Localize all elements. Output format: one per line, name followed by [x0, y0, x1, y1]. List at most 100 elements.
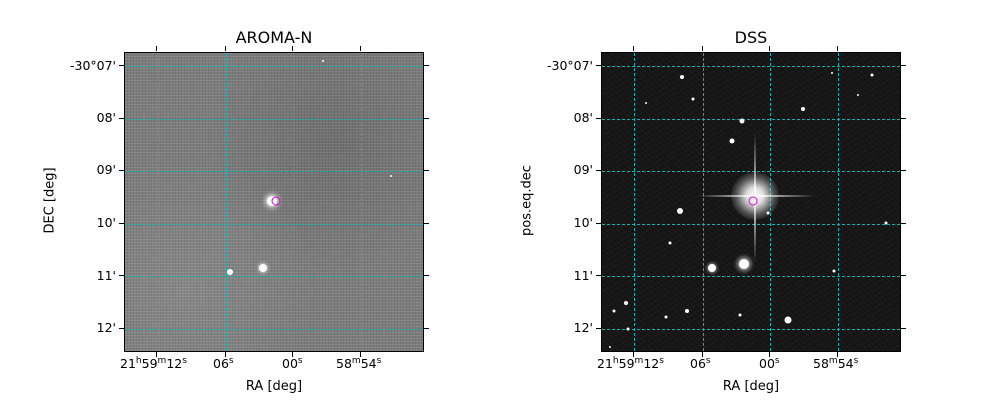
grid-line-v — [226, 53, 227, 351]
panel-title-aroma-n: AROMA-N — [235, 28, 313, 47]
tick — [769, 352, 770, 357]
grid-line-h — [125, 224, 423, 225]
star — [624, 301, 628, 305]
tick — [119, 118, 124, 119]
tick — [119, 275, 124, 276]
y-tick-label: 08' — [573, 110, 593, 125]
grid-line-h — [602, 276, 900, 277]
tick — [837, 352, 838, 357]
aroma-n-panel: AROMA-N -30°07' 08' 09' 10' 11' 12' — [0, 0, 480, 400]
tick — [119, 328, 124, 329]
grid-line-v — [361, 53, 362, 351]
y-tick-label: 12' — [96, 320, 116, 335]
y-tick-label: -30°07' — [546, 58, 593, 73]
star — [677, 208, 683, 214]
star — [708, 264, 716, 272]
y-tick-label: 12' — [573, 320, 593, 335]
grid-line-v — [634, 53, 635, 351]
tick — [424, 65, 429, 66]
tick — [837, 46, 838, 51]
star — [390, 175, 392, 177]
star — [832, 269, 836, 273]
star — [612, 309, 616, 313]
tick — [702, 46, 703, 51]
x-tick-label: 06s — [213, 356, 234, 372]
y-tick-label: 09' — [96, 162, 116, 177]
y-axis-label: pos.eq.dec — [519, 165, 535, 236]
star — [801, 107, 805, 111]
x-tick-label: 21h59m12s — [120, 356, 187, 372]
tick — [901, 170, 906, 171]
x-axis-label: RA [deg] — [722, 379, 780, 394]
y-axis-label: DEC [deg] — [42, 167, 58, 234]
star — [680, 75, 684, 79]
tick — [702, 352, 703, 357]
target-marker — [748, 196, 758, 206]
y-tick-label: 10' — [96, 215, 116, 230]
star — [685, 309, 689, 313]
star — [766, 211, 770, 215]
tick — [901, 118, 906, 119]
grid-line-h — [125, 66, 423, 67]
aroma-n-image-axes[interactable] — [124, 52, 424, 352]
x-axis-label: RA [deg] — [245, 379, 303, 394]
tick — [119, 65, 124, 66]
tick — [424, 328, 429, 329]
grid-line-h — [602, 171, 900, 172]
tick — [901, 65, 906, 66]
panel-title-dss: DSS — [734, 28, 768, 47]
x-tick-label: 06s — [690, 356, 711, 372]
tick — [424, 170, 429, 171]
star — [259, 264, 267, 272]
grid-line-h — [602, 329, 900, 330]
target-marker — [271, 196, 281, 206]
tick — [633, 352, 634, 357]
tick — [119, 223, 124, 224]
tick — [292, 352, 293, 357]
grid-line-h — [602, 66, 900, 67]
star — [322, 60, 324, 62]
x-tick-label: 58m54s — [336, 356, 382, 372]
star — [784, 316, 792, 324]
star — [831, 72, 833, 74]
grid-line-v — [838, 53, 839, 351]
star — [664, 315, 668, 319]
tick — [424, 275, 429, 276]
grid-line-v — [293, 53, 294, 351]
tick — [596, 170, 601, 171]
tick — [596, 118, 601, 119]
star — [857, 94, 859, 96]
star — [884, 221, 888, 225]
star — [668, 241, 672, 245]
grid-line-v — [703, 53, 704, 351]
tick — [424, 118, 429, 119]
tick — [292, 46, 293, 51]
grid-line-h — [125, 276, 423, 277]
dss-panel: DSS — [477, 0, 957, 400]
grid-line-h — [125, 119, 423, 120]
x-tick-label: 21h59m12s — [597, 356, 664, 372]
grid-line-h — [125, 171, 423, 172]
tick — [596, 65, 601, 66]
tick — [424, 223, 429, 224]
tick — [596, 223, 601, 224]
star — [739, 118, 745, 124]
tick — [225, 352, 226, 357]
bright-star — [731, 172, 779, 220]
tick — [156, 46, 157, 51]
star — [729, 138, 735, 144]
grid-line-v — [157, 53, 158, 351]
tick — [596, 328, 601, 329]
star — [645, 102, 647, 104]
dss-image-axes[interactable] — [601, 52, 901, 352]
star — [609, 346, 611, 348]
star — [227, 269, 233, 275]
star — [626, 327, 630, 331]
tick — [360, 46, 361, 51]
y-tick-label: 11' — [96, 268, 116, 283]
tick — [156, 352, 157, 357]
x-tick-label: 58m54s — [813, 356, 859, 372]
y-tick-label: 09' — [573, 162, 593, 177]
y-tick-label: 11' — [573, 268, 593, 283]
y-tick-label: 10' — [573, 215, 593, 230]
